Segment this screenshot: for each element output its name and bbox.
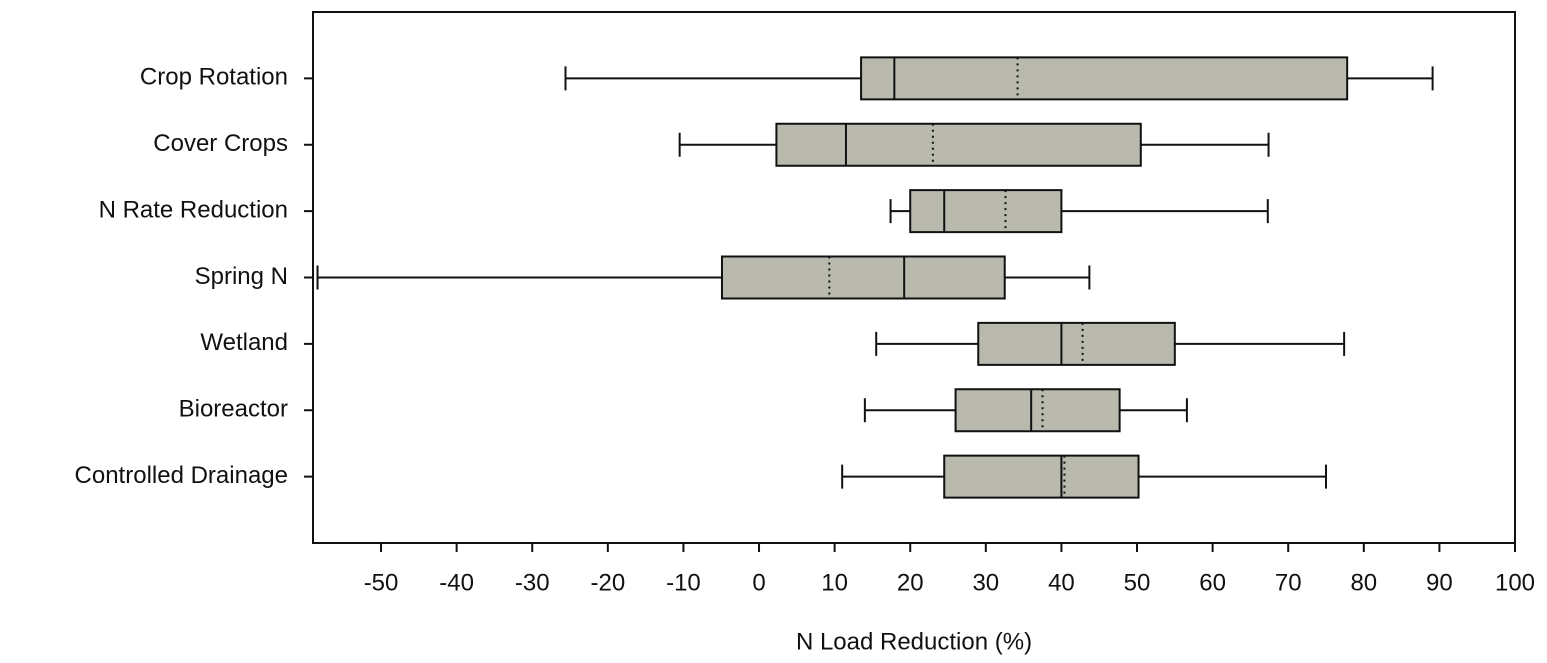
box xyxy=(720,255,1006,300)
x-tick-label: -10 xyxy=(666,569,701,596)
y-tick-label: Spring N xyxy=(195,263,288,290)
x-tick-label: 10 xyxy=(821,569,848,596)
y-tick-label: Cover Crops xyxy=(153,130,288,157)
x-tick-label: -40 xyxy=(439,569,474,596)
x-tick-label: 20 xyxy=(897,569,924,596)
box xyxy=(775,122,1142,167)
x-tick-label: 40 xyxy=(1048,569,1075,596)
x-tick-label: -20 xyxy=(590,569,625,596)
box xyxy=(954,388,1121,433)
y-tick-label: Wetland xyxy=(200,329,288,356)
x-tick-label: 100 xyxy=(1495,569,1535,596)
x-tick-label: 70 xyxy=(1275,569,1302,596)
x-axis-label: N Load Reduction (%) xyxy=(796,628,1032,655)
x-tick-label: 50 xyxy=(1124,569,1151,596)
box xyxy=(860,56,1349,101)
box xyxy=(909,189,1063,234)
x-tick-label: 0 xyxy=(752,569,765,596)
x-tick-label: 80 xyxy=(1350,569,1377,596)
x-tick-label: 60 xyxy=(1199,569,1226,596)
y-tick-label: N Rate Reduction xyxy=(99,196,288,223)
x-tick-label: -30 xyxy=(515,569,550,596)
x-tick-label: 90 xyxy=(1426,569,1453,596)
y-tick-label: Bioreactor xyxy=(179,396,288,423)
y-tick-label: Controlled Drainage xyxy=(75,462,288,489)
x-tick-label: 30 xyxy=(972,569,999,596)
box xyxy=(943,454,1140,499)
box xyxy=(977,321,1176,366)
x-tick-label: -50 xyxy=(364,569,399,596)
y-tick-label: Crop Rotation xyxy=(140,64,288,91)
